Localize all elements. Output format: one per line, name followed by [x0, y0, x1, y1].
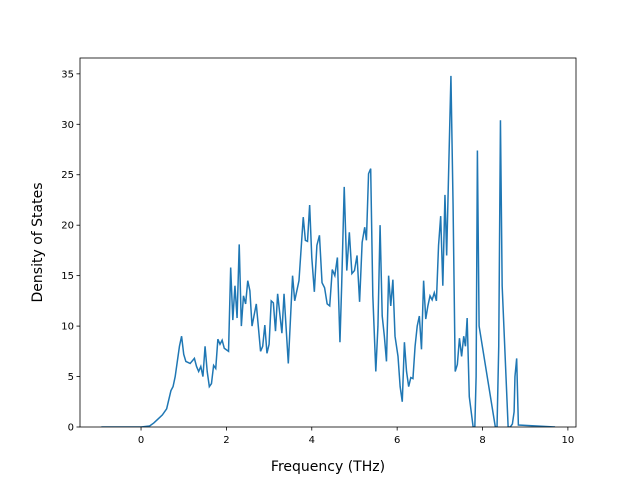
x-axis-label: Frequency (THz): [271, 459, 385, 475]
x-tick-label: 2: [223, 435, 229, 446]
plot-area: [80, 58, 576, 427]
y-axis-label: Density of States: [30, 183, 46, 303]
x-tick-label: 8: [479, 435, 485, 446]
y-tick-label: 20: [61, 221, 74, 232]
y-tick-label: 5: [68, 372, 74, 383]
x-tick-label: 10: [562, 435, 575, 446]
y-tick-label: 10: [61, 322, 74, 333]
x-tick-label: 0: [138, 435, 144, 446]
x-tick-label: 6: [394, 435, 400, 446]
y-tick-label: 15: [61, 271, 74, 282]
y-tick-label: 30: [61, 120, 74, 131]
axes-frame: [79, 57, 577, 428]
line-series: [101, 75, 556, 427]
y-tick-label: 0: [68, 423, 74, 434]
y-tick-label: 35: [61, 69, 74, 80]
x-tick-label: 4: [309, 435, 315, 446]
y-tick-label: 25: [61, 170, 74, 181]
